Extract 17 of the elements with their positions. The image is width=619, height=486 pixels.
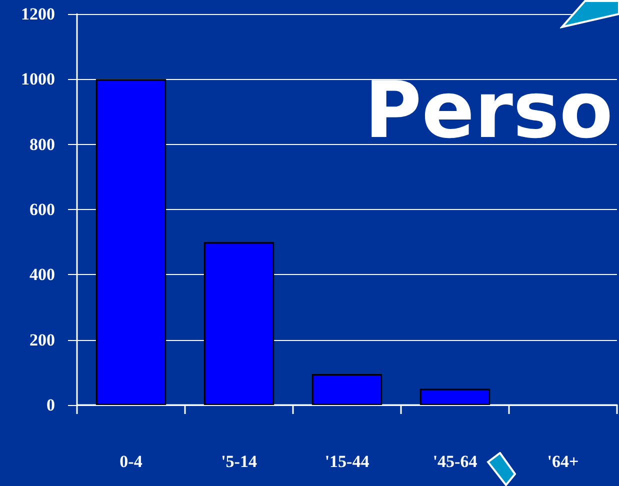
- x-tick-label: '5-14: [221, 452, 258, 471]
- x-tick-label: 0-4: [120, 452, 143, 471]
- bar: [420, 388, 490, 405]
- y-tick-label: 200: [30, 330, 55, 350]
- y-tick-label: 1200: [21, 4, 55, 24]
- y-tick-label: 800: [30, 134, 55, 154]
- annotation: Perso: [364, 66, 614, 156]
- y-tick-label: 400: [30, 265, 55, 284]
- y-tick-label: 1000: [21, 70, 55, 89]
- bar: [312, 374, 382, 405]
- bar: [204, 242, 274, 405]
- x-tick-label: '64+: [547, 452, 579, 471]
- y-tick-label: 600: [30, 200, 55, 219]
- y-tick-label: 0: [46, 396, 55, 414]
- x-tick-label: '15-44: [324, 452, 370, 471]
- x-tick-label: '45-64: [432, 452, 478, 471]
- bar: [96, 79, 166, 405]
